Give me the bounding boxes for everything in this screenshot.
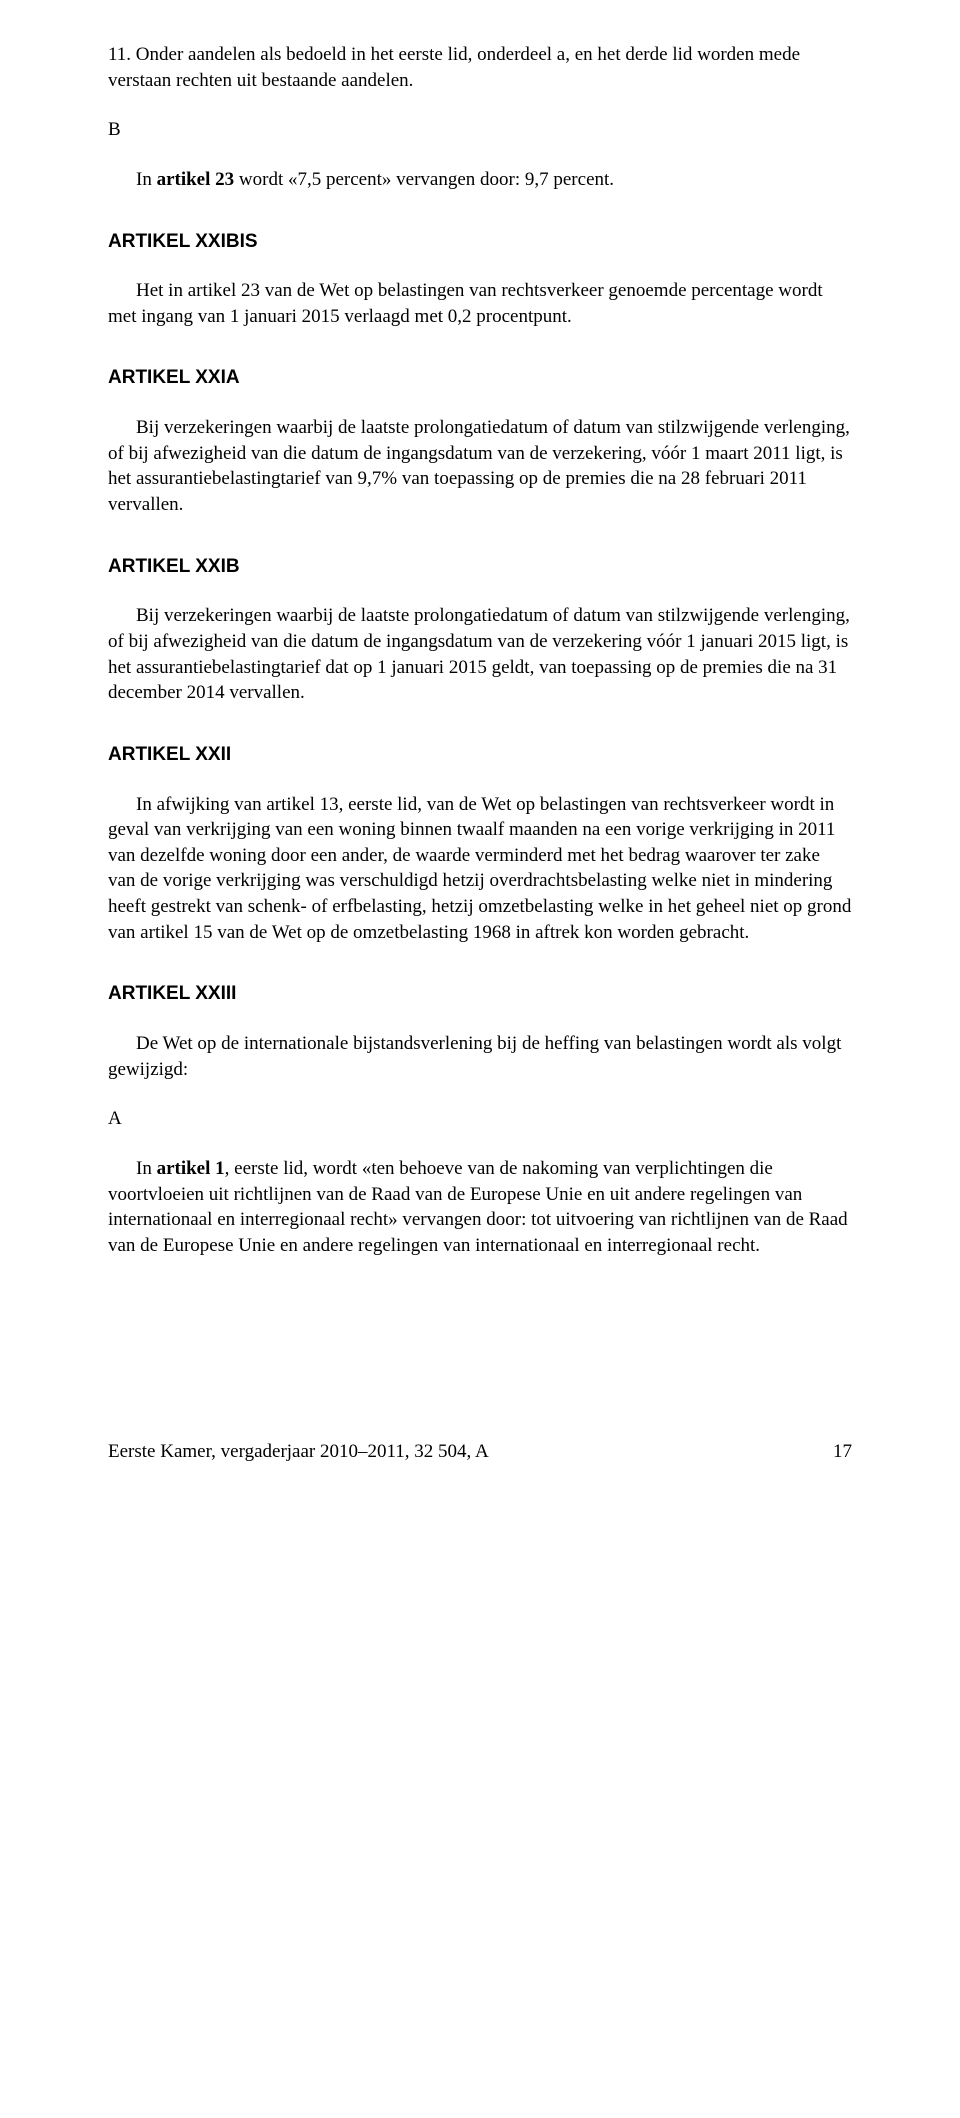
paragraph-b: In artikel 23 wordt «7,5 percent» vervan… <box>108 167 852 193</box>
bold-article-1: artikel 1 <box>157 1158 225 1179</box>
subsection-letter-a: A <box>108 1106 852 1132</box>
footer-citation: Eerste Kamer, vergaderjaar 2010–2011, 32… <box>108 1441 489 1462</box>
heading-artikel-xxiii: ARTIKEL XXIII <box>108 981 852 1007</box>
paragraph-xxibis: Het in artikel 23 van de Wet op belastin… <box>108 278 852 329</box>
heading-artikel-xxii: ARTIKEL XXII <box>108 742 852 768</box>
text: wordt «7,5 percent» vervangen door: 9,7 … <box>234 169 614 190</box>
paragraph-xxia: Bij verzekeringen waarbij de laatste pro… <box>108 415 852 518</box>
paragraph-a: In artikel 1, eerste lid, wordt «ten beh… <box>108 1156 852 1259</box>
heading-artikel-xxib: ARTIKEL XXIB <box>108 554 852 580</box>
paragraph-xxii: In afwijking van artikel 13, eerste lid,… <box>108 792 852 946</box>
paragraph-xxiii: De Wet op de internationale bijstandsver… <box>108 1031 852 1082</box>
text: In <box>136 169 157 190</box>
page-footer: Eerste Kamer, vergaderjaar 2010–2011, 32… <box>108 1439 852 1465</box>
text: In <box>136 1158 157 1179</box>
paragraph-xxib: Bij verzekeringen waarbij de laatste pro… <box>108 603 852 706</box>
subsection-letter-b: B <box>108 117 852 143</box>
bold-article-23: artikel 23 <box>157 169 235 190</box>
heading-artikel-xxibis: ARTIKEL XXIBIS <box>108 229 852 255</box>
paragraph-11: 11. Onder aandelen als bedoeld in het ee… <box>108 42 852 93</box>
footer-page-number: 17 <box>833 1439 852 1465</box>
heading-artikel-xxia: ARTIKEL XXIA <box>108 365 852 391</box>
